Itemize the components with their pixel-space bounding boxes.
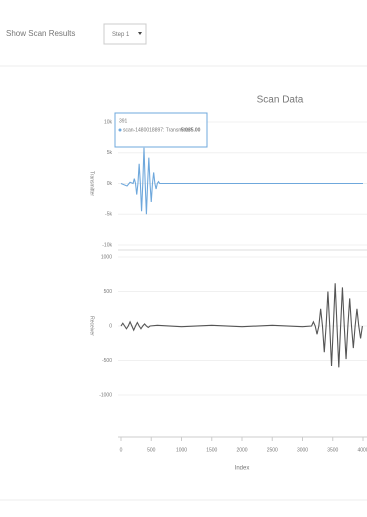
y-tick-label: 500 xyxy=(104,289,113,295)
y-axis-title: Transmitter xyxy=(89,171,95,196)
tooltip-value: 5 035.00 xyxy=(181,127,201,133)
tooltip-marker xyxy=(118,128,122,132)
x-tick-label: 1000 xyxy=(176,447,187,453)
x-tick-label: 3500 xyxy=(327,447,338,453)
x-tick-label: 3000 xyxy=(297,447,308,453)
tooltip-box xyxy=(114,112,208,148)
y-tick-label: 0 xyxy=(109,323,112,329)
y-tick-label: 10k xyxy=(104,119,113,125)
y-tick-label: 0k xyxy=(107,181,113,187)
dropdown[interactable]: Step 1 xyxy=(103,23,147,45)
y-tick-label: -1000 xyxy=(99,392,112,398)
series-line xyxy=(120,283,363,368)
x-tick-label: 2000 xyxy=(236,447,247,453)
tooltip-series: scan-1480018897: Transmitter: xyxy=(123,127,192,133)
dropdown-value[interactable]: Step 1 xyxy=(112,32,130,38)
y-tick-label: -10k xyxy=(102,242,112,248)
x-tick-label: 500 xyxy=(147,447,156,453)
x-tick-label: 2500 xyxy=(267,447,278,453)
y-tick-label: -500 xyxy=(102,358,112,364)
x-tick-label: 4000 xyxy=(357,447,367,453)
plot: 0 500 1000 1500 2000 2500 3000 3500 4000 -10k -5k 0… xyxy=(89,119,367,453)
tooltip-header: 391 xyxy=(119,118,128,124)
tooltip: 391 scan-1480018897: Transmitter: 5 035.… xyxy=(114,112,208,148)
y-tick-label: 1000 xyxy=(101,254,112,260)
chart-title: Scan Data xyxy=(257,95,304,106)
dropdown-arrow xyxy=(138,32,142,35)
x-tick-label: 1500 xyxy=(206,447,217,453)
control-label: Show Scan Results xyxy=(6,29,75,38)
x-axis-title: Index xyxy=(235,466,250,472)
y-tick-label: -5k xyxy=(105,212,112,218)
y-tick-label: 5k xyxy=(107,150,113,156)
dropdown-box[interactable] xyxy=(103,23,147,45)
series-line xyxy=(120,147,363,215)
x-tick-label: 0 xyxy=(120,447,123,453)
y-axis-title: Receiver xyxy=(89,316,95,336)
